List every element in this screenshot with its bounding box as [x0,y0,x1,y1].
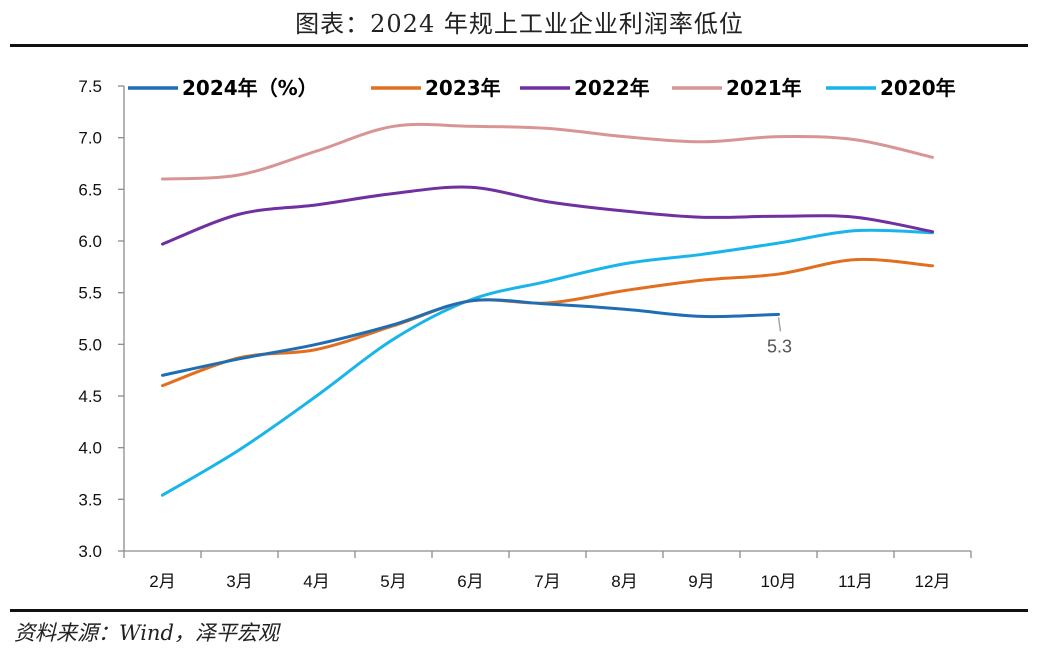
series-lines [161,122,934,497]
y-tick-label: 3.0 [78,542,102,561]
x-tick-label: 11月 [838,572,873,591]
x-tick-label: 7月 [534,572,560,591]
legend-label-5: 2020年 [880,76,956,100]
series-line-1 [161,298,780,377]
y-tick-label: 6.5 [78,180,102,199]
y-tick-label: 4.0 [78,439,102,458]
x-tick-label: 4月 [303,572,329,591]
x-tick-label: 5月 [380,572,406,591]
y-tick-label: 5.5 [78,284,102,303]
x-tick-label: 12月 [915,572,951,591]
series-line-5 [161,228,934,497]
data-label: 5.3 [767,336,792,356]
x-tick-label: 10月 [761,572,797,591]
y-tick-label: 6.0 [78,232,102,251]
x-tick-label: 8月 [611,572,637,591]
legend-label-2: 2023年 [425,76,501,100]
series-line-4 [161,122,934,181]
y-tick-label: 7.0 [78,129,102,148]
y-tick-label: 3.5 [78,490,102,509]
x-tick-label: 9月 [688,572,714,591]
y-tick-label: 7.5 [78,77,102,96]
legend: 2024年（%） 2023年 2022年 2021年 2020年 [128,76,956,100]
legend-label-3: 2022年 [574,76,650,100]
y-tick-label: 4.5 [78,387,102,406]
annotations: 5.3 [767,317,792,356]
x-tick-label: 6月 [457,572,483,591]
x-tick-label: 2月 [149,572,175,591]
top-rule [10,44,1028,47]
y-tick-label: 5.0 [78,335,102,354]
source-note: 资料来源：Wind，泽平宏观 [14,621,279,645]
series-line-2 [161,257,934,388]
bottom-rule [10,609,1028,612]
x-tick-label: 3月 [226,572,252,591]
legend-label-4: 2021年 [726,76,802,100]
series-line-3 [161,185,934,246]
legend-label-1: 2024年（%） [182,76,318,100]
axes: 3.0 3.5 4.0 4.5 5.0 5.5 6.0 6.5 7.0 7.5 2月 3月 4月 5月 6月… [78,77,972,591]
chart-title: 图表：2024 年规上工业企业利润率低位 [295,10,744,38]
data-label-leader [777,317,782,332]
